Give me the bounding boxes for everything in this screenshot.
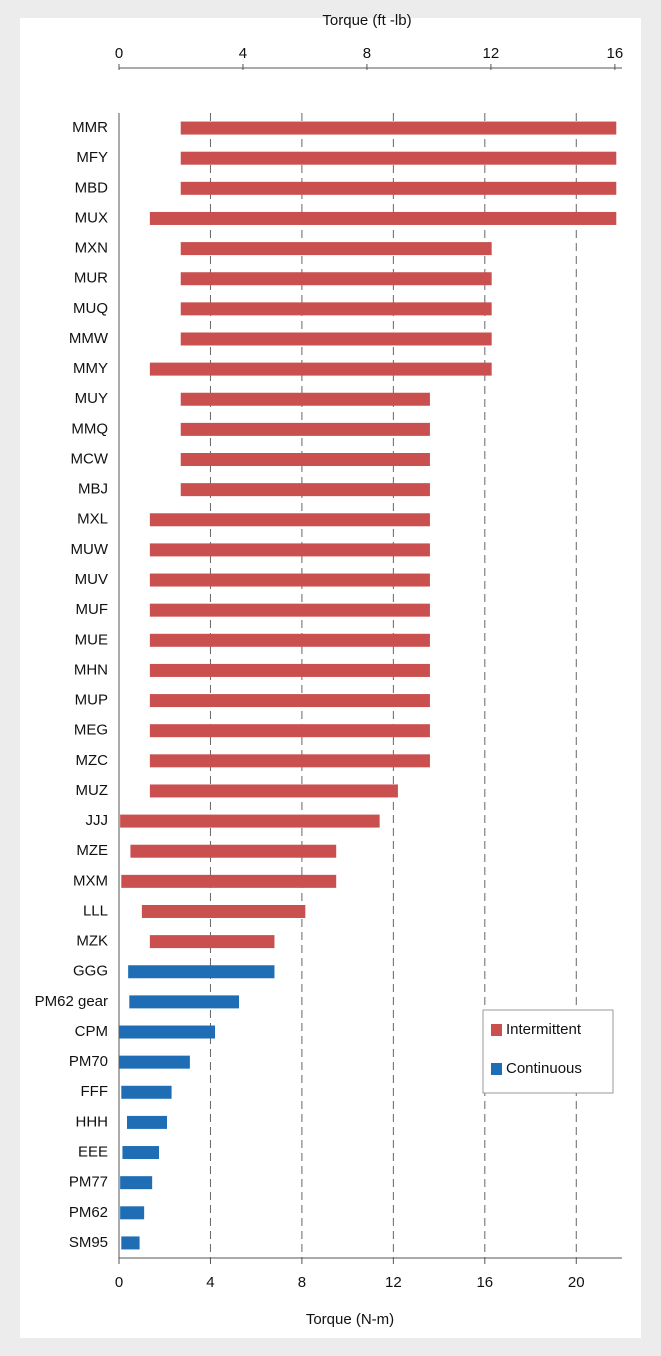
y-tick-label: MUQ [73,300,108,317]
x-tick-label: 4 [206,1274,214,1291]
legend-label: Continuous [506,1060,582,1077]
bar [149,724,430,738]
y-tick-label: MUW [71,541,109,558]
y-tick-label: MXM [73,872,108,889]
y-tick-label: SM95 [69,1234,108,1251]
bar [180,181,617,195]
bar [180,302,492,316]
x-tick-label: 20 [568,1274,585,1291]
bar [127,1115,168,1129]
x-tick-label: 12 [385,1274,402,1291]
y-tick-label: MMY [73,360,108,377]
x2-tick-label: 16 [607,45,624,62]
x-tick-label: 0 [115,1274,123,1291]
bar [129,995,240,1009]
y-tick-label: MMR [72,119,108,136]
y-tick-label: LLL [83,902,108,919]
x2-tick-label: 8 [363,45,371,62]
bar [121,1085,172,1099]
y-tick-label: MUF [76,601,109,618]
bar [180,272,492,286]
bar [149,603,430,617]
bar [180,392,430,406]
y-tick-label: PM62 gear [35,993,108,1010]
y-tick-label: PM62 [69,1204,108,1221]
legend-label: Intermittent [506,1021,582,1038]
bar [180,483,430,497]
top-axis-title: Torque (ft -lb) [322,12,411,29]
bar [180,121,617,135]
y-tick-label: MUV [75,571,108,588]
bar [130,844,337,858]
legend-box [482,1009,614,1094]
bar [149,211,617,225]
bar [180,453,430,467]
bar [180,422,430,436]
bar [141,904,306,918]
y-tick-label: MXN [75,240,108,257]
bar [180,242,492,256]
y-tick-label: MZK [76,933,108,950]
y-tick-label: GGG [73,963,108,980]
bar [119,1025,216,1039]
x-tick-label: 8 [298,1274,306,1291]
legend-swatch [491,1024,502,1036]
panel [20,18,641,1338]
bar [149,633,430,647]
bar [149,754,430,768]
y-tick-label: MUZ [76,782,109,799]
y-tick-label: MMQ [71,420,108,437]
y-tick-label: PM70 [69,1053,108,1070]
bar [120,814,380,828]
y-tick-label: MHN [74,661,108,678]
y-tick-label: MZE [76,842,108,859]
x-axis-title: Torque (N-m) [306,1311,394,1328]
y-tick-label: MBJ [78,481,108,498]
x-tick-label: 16 [476,1274,493,1291]
y-tick-label: EEE [78,1144,108,1161]
y-tick-label: MZC [76,752,109,769]
y-tick-label: HHH [76,1113,109,1130]
bar [149,573,430,587]
y-tick-label: MBD [75,179,109,196]
bar [120,1206,145,1220]
bar [128,965,275,979]
bar [121,874,337,888]
bar [119,1055,190,1069]
y-tick-label: MUR [74,270,108,287]
y-tick-label: MUP [75,692,108,709]
bar [120,1176,153,1190]
y-tick-label: PM77 [69,1174,108,1191]
y-tick-label: MFY [76,149,108,166]
y-tick-label: MMW [69,330,109,347]
bar [149,513,430,527]
bar [180,332,492,346]
bar [180,151,617,165]
y-tick-label: MXL [77,511,108,528]
bar [149,663,430,677]
x2-tick-label: 4 [239,45,247,62]
y-tick-label: CPM [75,1023,108,1040]
bar [149,694,430,708]
x2-tick-label: 12 [483,45,500,62]
y-tick-label: FFF [81,1083,109,1100]
y-tick-label: MUE [75,631,108,648]
bar [149,543,430,557]
y-tick-label: JJJ [86,812,109,829]
y-tick-label: MEG [74,722,108,739]
bar [121,1236,140,1250]
y-tick-label: MCW [71,450,109,467]
bar [122,1146,160,1160]
y-tick-label: MUY [75,390,108,407]
legend-swatch [491,1063,502,1075]
bar [149,362,492,376]
bar [149,935,275,949]
y-tick-label: MUX [75,209,108,226]
x2-tick-label: 0 [115,45,123,62]
bar [149,784,398,798]
